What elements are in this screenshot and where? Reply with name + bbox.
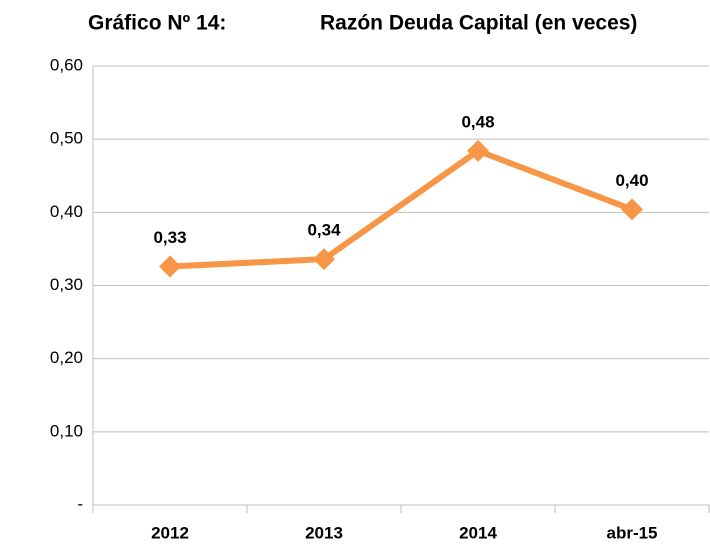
marker [313, 248, 335, 271]
x-tick-label: 2012 [151, 523, 189, 542]
marker [159, 255, 181, 278]
y-tick-label: - [77, 494, 83, 513]
marker [621, 198, 643, 221]
chart-subtitle: Razón Deuda Capital (en veces) [320, 12, 637, 35]
y-tick-label: 0,40 [50, 202, 83, 221]
data-label: 0,34 [307, 221, 341, 240]
y-tick-label: 0,60 [50, 55, 83, 74]
x-tick-label: 2014 [459, 523, 497, 542]
y-tick-label: 0,10 [50, 421, 83, 440]
y-tick-label: 0,30 [50, 275, 83, 294]
chart-title: Gráfico Nº 14: [88, 12, 226, 35]
data-label: 0,40 [615, 171, 648, 190]
y-tick-label: 0,50 [50, 129, 83, 148]
line [169, 147, 634, 270]
y-tick-label: 0,20 [50, 348, 83, 367]
data-label: 0,48 [461, 112, 494, 131]
data-label: 0,33 [153, 228, 186, 247]
marker [467, 139, 489, 162]
x-tick-label: abr-15 [606, 523, 657, 542]
x-tick-label: 2013 [305, 523, 343, 542]
